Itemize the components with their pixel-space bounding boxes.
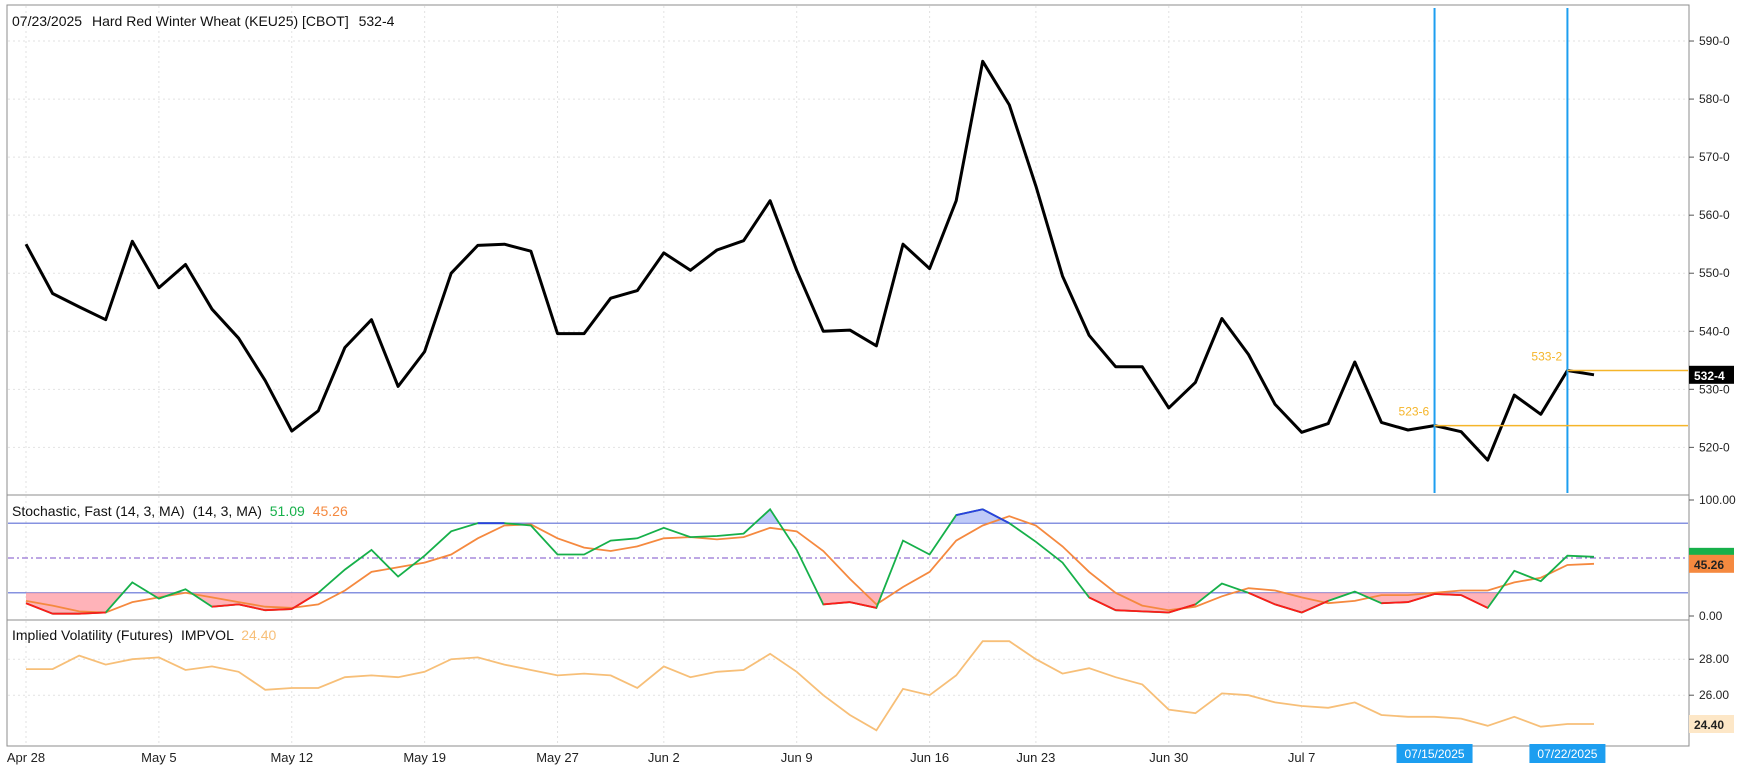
overbought-fill: [950, 509, 1010, 524]
stochastic-tick-label: 0.00: [1699, 609, 1723, 623]
x-tick-label-may-19: May 19: [403, 750, 446, 765]
price-tick-label: 550-0: [1699, 266, 1730, 280]
price-panel-frame: [6, 4, 1690, 496]
level-label: 523-6: [1399, 405, 1430, 419]
x-tick-label-jul-7: Jul 7: [1288, 750, 1315, 765]
impvol-header-name: Implied Volatility (Futures): [12, 627, 173, 643]
x-tick-label-jun-23: Jun 23: [1016, 750, 1055, 765]
stochastic-d-tag-label: 45.26: [1694, 558, 1724, 572]
stochastic-k-zone-segment: [1407, 593, 1435, 603]
oversold-fill: [190, 592, 319, 611]
x-tick-label-jun-30: Jun 30: [1149, 750, 1188, 765]
date-marker-tag: [1529, 744, 1606, 763]
oversold-fill: [1248, 592, 1352, 613]
stochastic-header-params: (14, 3, MA): [193, 503, 262, 519]
price-header-instrument: Hard Red Winter Wheat (KEU25) [CBOT]: [92, 13, 349, 29]
price-tick-label: 580-0: [1699, 92, 1730, 106]
impvol-value-tag: [1689, 715, 1734, 733]
oversold-fill: [817, 592, 883, 608]
stochastic-k-zone-segment: [1088, 596, 1117, 612]
stochastic-k-zone-segment: [1434, 593, 1462, 597]
axis-layer: 520-0 530-0 540-0 550-0 560-0 570-0 580-0 590-0…: [7, 34, 1736, 765]
date-marker-label: 07/15/2025: [1405, 747, 1465, 761]
date-marker-label: 07/22/2025: [1537, 747, 1597, 761]
marker-layer: 523-6 533-2: [1399, 8, 1688, 493]
last-price-label: 532-4: [1694, 369, 1725, 383]
stochastic-k-zone-segment: [1115, 609, 1143, 613]
price-header: 07/23/2025 Hard Red Winter Wheat (KEU25)…: [12, 13, 395, 29]
stochastic-k-tag: [1689, 547, 1734, 557]
stochastic-k-zone-segment: [1248, 591, 1276, 606]
stochastic-k-zone-segment: [265, 608, 292, 612]
price-header-last: 532-4: [359, 13, 395, 29]
x-tick-label-may-27: May 27: [536, 750, 579, 765]
grid-layer: [8, 6, 1688, 745]
impvol-tick-label: 28.00: [1699, 652, 1729, 666]
impvol-series-line[interactable]: [26, 640, 1594, 732]
stochastic-k-zone-segment: [849, 601, 877, 609]
x-tick-label-jun-2: Jun 2: [648, 750, 680, 765]
stochastic-k-zone-segment: [982, 508, 1010, 524]
x-tick-label-may-12: May 12: [270, 750, 313, 765]
stochastic-k-zone-segment: [79, 611, 106, 615]
price-tick-label: 590-0: [1699, 34, 1730, 48]
impvol-value-tag-label: 24.40: [1694, 718, 1724, 732]
stochastic-k-zone-segment: [211, 603, 239, 608]
stochastic-header: Stochastic, Fast (14, 3, MA) (14, 3, MA)…: [12, 503, 348, 519]
stochastic-k-zone-segment: [1168, 603, 1196, 614]
oversold-fill: [1085, 592, 1211, 613]
stochastic-tick-label: 100.00: [1699, 493, 1736, 507]
stochastic-k-zone-segment: [1274, 603, 1302, 614]
stochastic-d-tag: [1689, 554, 1734, 573]
price-tick-label: 530-0: [1699, 382, 1730, 396]
impvol-tick-label: 26.00: [1699, 688, 1729, 702]
stochastic-k-zone-segment: [955, 508, 983, 516]
impvol-header-value: 24.40: [241, 627, 276, 643]
price-tick-label: 520-0: [1699, 440, 1730, 454]
stochastic-k-zone-segment: [823, 601, 850, 606]
stochastic-k-zone-segment: [1142, 610, 1169, 614]
price-tick-label: 570-0: [1699, 150, 1730, 164]
date-marker-tag: [1396, 744, 1473, 763]
stochastic-k-zone-segment: [1381, 601, 1409, 605]
impvol-header-series: IMPVOL: [181, 627, 234, 643]
x-tick-label-jun-9: Jun 9: [781, 750, 813, 765]
x-tick-label-jun-16: Jun 16: [910, 750, 949, 765]
stochastic-k-zone-segment: [25, 602, 53, 615]
stochastic-d-line[interactable]: [25, 515, 1595, 614]
price-tick-label: 540-0: [1699, 324, 1730, 338]
oversold-fill: [1357, 592, 1499, 608]
last-price-tag: [1689, 365, 1734, 384]
stochastic-d-value: 45.26: [313, 503, 348, 519]
stochastic-k-zone-segment: [1301, 600, 1329, 614]
price-series-line[interactable]: [24, 59, 1595, 462]
x-tick-label-apr-28: Apr 28: [7, 750, 45, 765]
oversold-fill: [26, 592, 124, 614]
price-tick-label: 560-0: [1699, 208, 1730, 222]
stochastic-k-zone-segment: [291, 592, 319, 610]
level-label: 533-2: [1531, 349, 1562, 363]
stochastic-fills: [26, 509, 1499, 614]
stochastic-k-value: 51.09: [270, 503, 305, 519]
series-layer: [24, 59, 1595, 732]
price-header-date: 07/23/2025: [12, 13, 82, 29]
x-tick-label-may-5: May 5: [141, 750, 176, 765]
impvol-panel-frame: [6, 619, 1690, 747]
stochastic-k-zone-segment: [1460, 594, 1489, 609]
stochastic-header-name: Stochastic, Fast (14, 3, MA): [12, 503, 185, 519]
stochastic-k-zone-segment: [238, 603, 266, 612]
impvol-header: Implied Volatility (Futures) IMPVOL 24.4…: [12, 627, 276, 643]
overbought-fill: [754, 509, 780, 524]
